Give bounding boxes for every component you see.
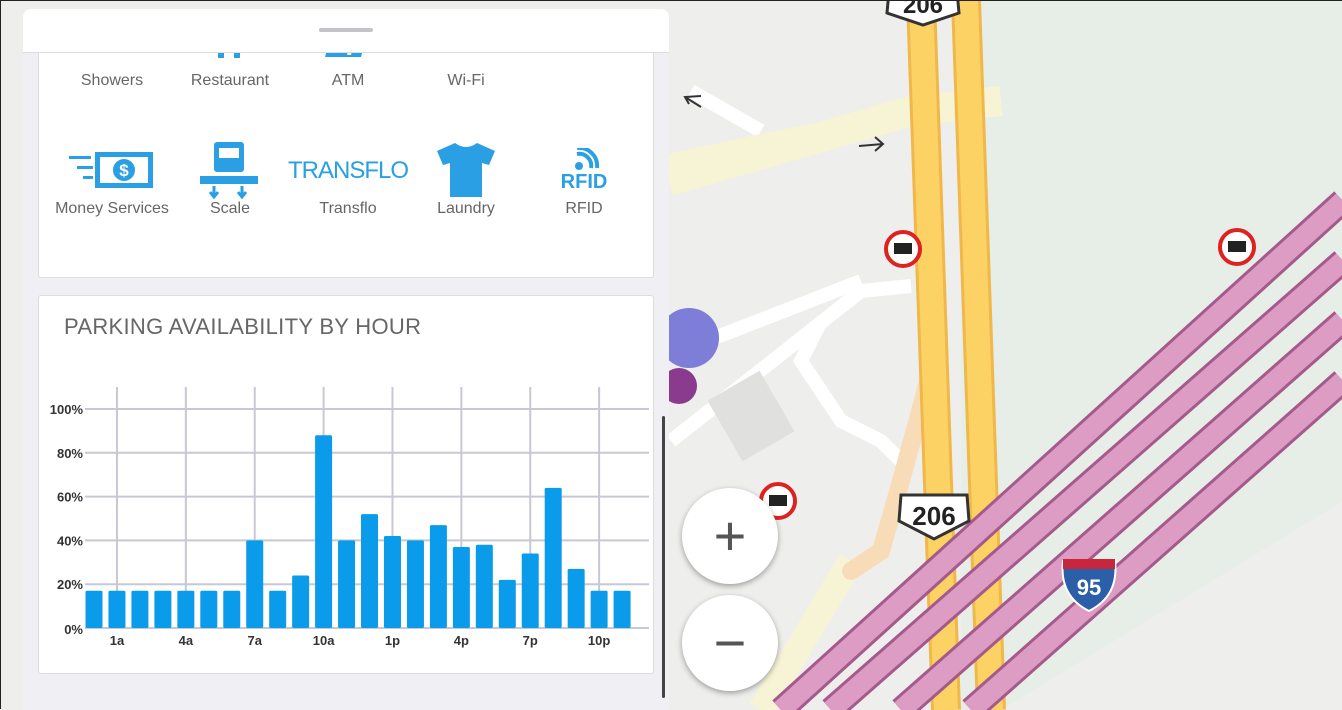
sheet-header[interactable]: [23, 9, 669, 53]
bar-3p: [429, 525, 447, 628]
x-tick-label: 10p: [588, 633, 610, 648]
bar-12p: [361, 514, 379, 628]
truck-scale-icon: [171, 142, 289, 200]
truck-stop-marker: [659, 308, 719, 368]
svg-text:206: 206: [912, 501, 955, 531]
y-tick-label: 60%: [57, 490, 83, 505]
scrollbar[interactable]: [662, 416, 665, 698]
bar-6p: [498, 579, 516, 628]
svg-text:95: 95: [1077, 575, 1101, 600]
bar-10a: [315, 435, 333, 628]
us-route-shield: 206: [885, 1, 961, 27]
amenity-label: Wi-Fi: [447, 72, 485, 89]
parking-chart: 0% 20% 40% 60% 80% 100% 1a 4a 7a 10a 1p 4p 7p 10p: [50, 387, 649, 648]
amenity-label: Laundry: [437, 200, 495, 217]
y-tick-label: 20%: [57, 577, 83, 592]
x-tick-label: 1p: [385, 633, 400, 648]
bar-5a: [200, 590, 218, 628]
rfid-icon: RFID: [525, 142, 643, 198]
bar-5p: [475, 544, 493, 628]
y-tick-label: 0%: [64, 622, 83, 637]
logo-text: TRANSFLO: [288, 156, 409, 184]
money-icon: $: [53, 142, 171, 198]
bar-7a: [246, 540, 264, 628]
tshirt-icon: [407, 142, 525, 198]
amenity-rfid: RFID RFID: [525, 142, 643, 219]
x-tick-label: 1a: [110, 633, 125, 648]
x-tick-label: 10a: [313, 633, 335, 648]
drag-handle[interactable]: [319, 28, 373, 32]
x-tick-label: 7a: [247, 633, 262, 648]
transflo-logo: TRANSFLO: [288, 142, 409, 198]
amenity-laundry: Laundry: [407, 142, 525, 219]
bar-9a: [292, 575, 310, 628]
amenity-label: Restaurant: [190, 72, 270, 89]
minus-icon: −: [713, 611, 747, 674]
fuel-marker: [661, 368, 697, 404]
bar-11p: [613, 590, 631, 628]
amenity-label: Transflo: [319, 200, 377, 217]
chart-title: PARKING AVAILABILITY BY HOUR: [64, 314, 422, 339]
amenity-money-services: $ Money Services: [53, 142, 171, 219]
y-tick-label: 80%: [57, 446, 83, 461]
bar-7p: [521, 553, 539, 628]
bar-1a: [108, 590, 126, 628]
bar-3a: [154, 590, 172, 628]
interstate-shield: 95: [1061, 559, 1117, 613]
x-tick-label: 4a: [179, 633, 194, 648]
y-tick-label: 40%: [57, 533, 83, 548]
bar-2p: [406, 540, 424, 628]
x-tick-label: 4p: [454, 633, 469, 648]
zoom-in-button[interactable]: +: [682, 488, 778, 584]
amenity-label: RFID: [565, 200, 603, 217]
bar-9p: [567, 568, 585, 628]
bar-11a: [338, 540, 356, 628]
x-tick-label: 7p: [523, 633, 538, 648]
logo-text: RFID: [560, 170, 608, 193]
bar-12a: [85, 590, 103, 628]
amenity-label: Showers: [80, 72, 144, 89]
bar-4p: [452, 546, 470, 628]
amenity-label: Scale: [209, 200, 251, 217]
no-truck-icon: [1218, 228, 1256, 266]
bar-2a: [131, 590, 149, 628]
y-tick-label: 100%: [50, 402, 84, 417]
us-route-shield: 206: [897, 493, 971, 541]
amenity-label: ATM: [331, 72, 365, 89]
bar-6a: [223, 590, 241, 628]
zoom-out-button[interactable]: −: [682, 595, 778, 691]
bar-8a: [269, 590, 287, 628]
plus-icon: +: [713, 504, 747, 567]
bar-1p: [383, 536, 401, 628]
parking-availability-card: PARKING AVAILABILITY BY HOUR 0% 20% 40% 60%…: [38, 295, 654, 674]
amenity-label: Money Services: [55, 200, 169, 217]
no-truck-icon: [884, 230, 922, 268]
bar-10p: [590, 590, 608, 628]
bar-4a: [177, 590, 195, 628]
amenity-transflo: TRANSFLO Transflo: [288, 142, 409, 219]
svg-text:$: $: [119, 161, 129, 180]
amenity-scale: Scale: [171, 142, 289, 219]
svg-text:206: 206: [903, 1, 943, 19]
bar-8p: [544, 487, 562, 628]
